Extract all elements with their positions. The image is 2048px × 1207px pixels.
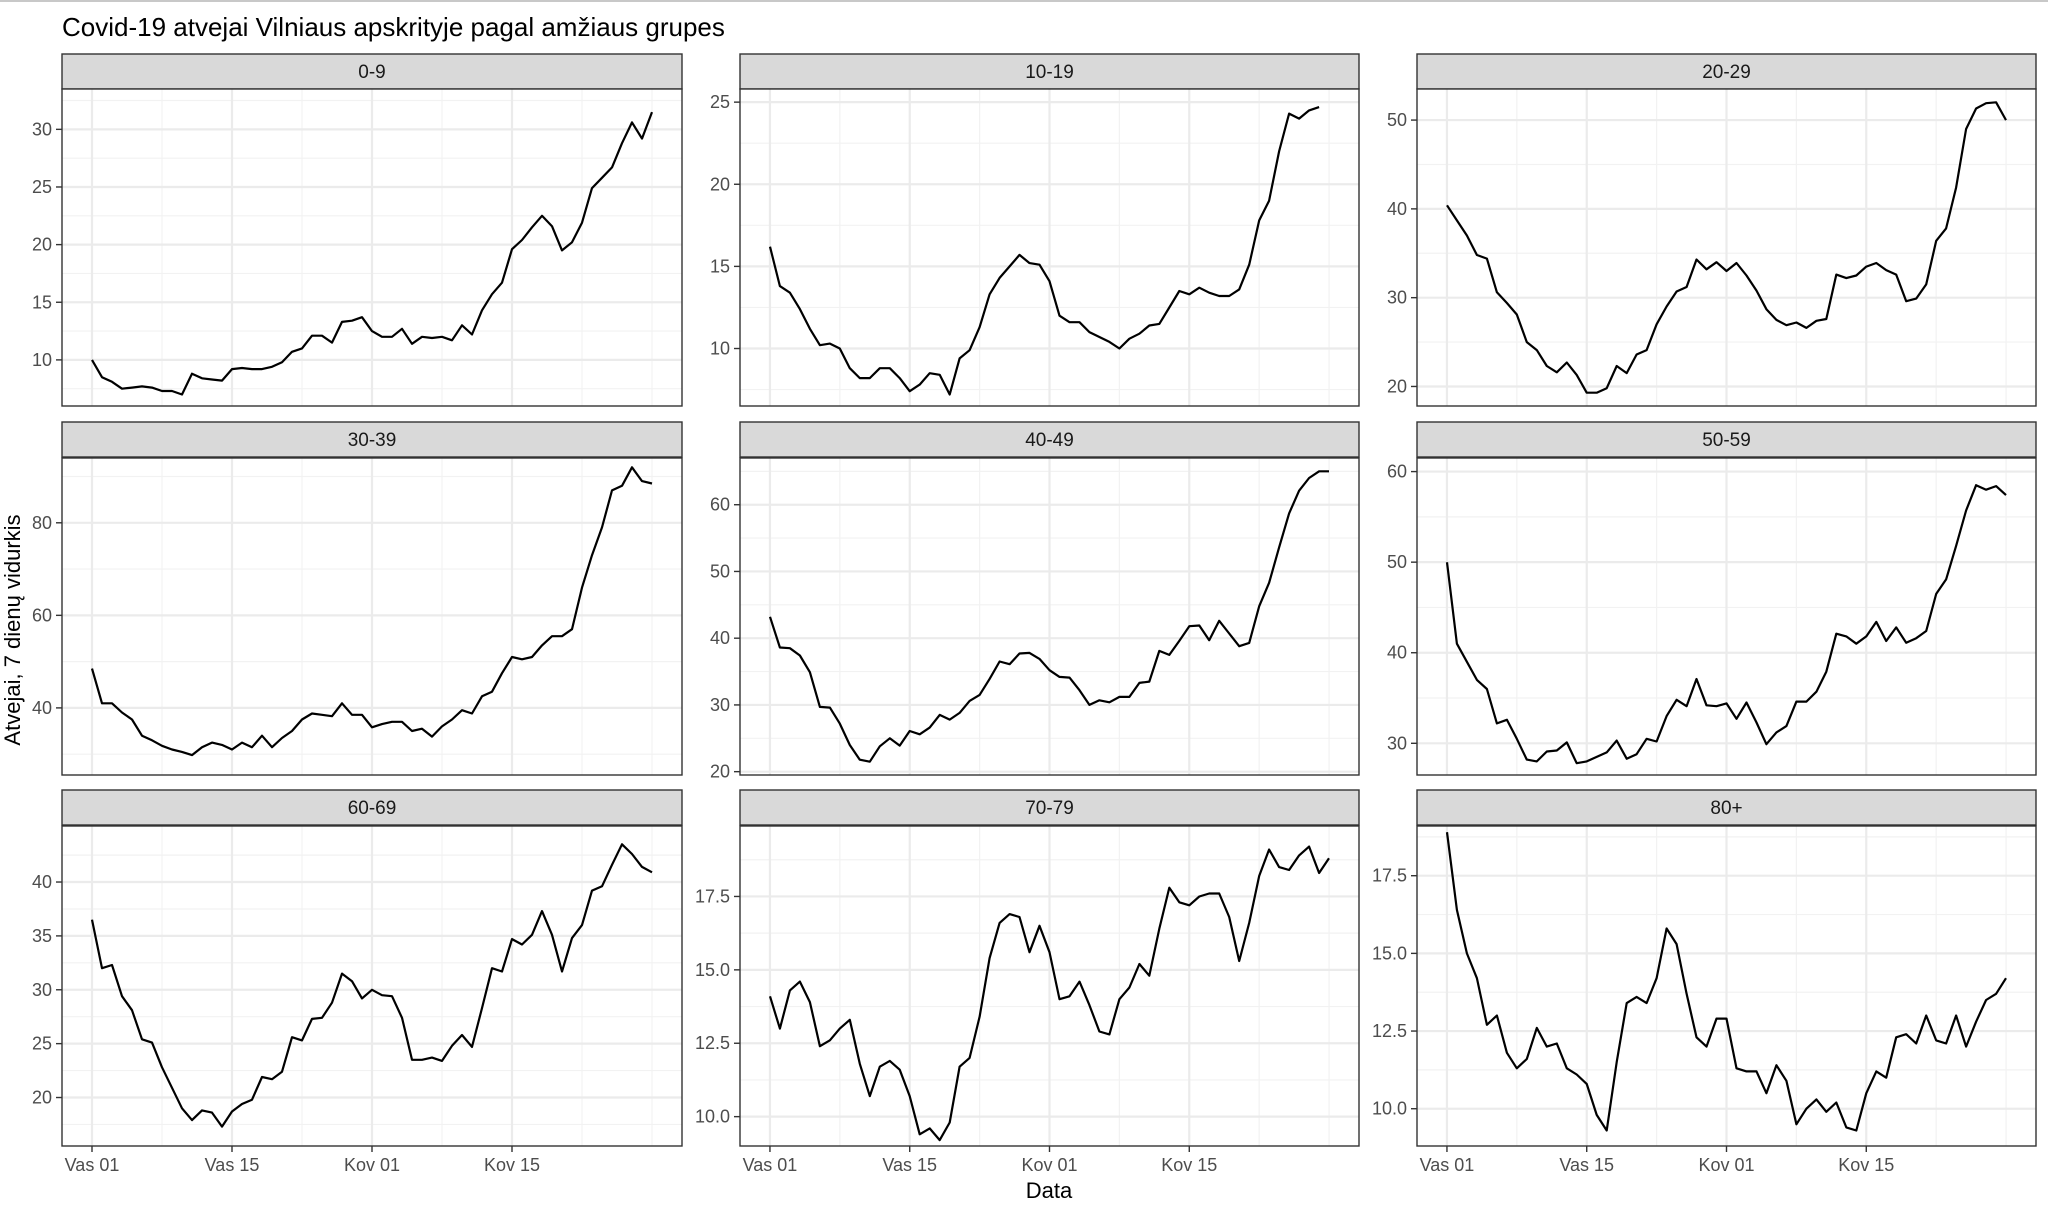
- x-tick-label: Kov 15: [484, 1155, 540, 1175]
- panel-border: [739, 88, 1360, 407]
- y-tick-label: 10: [32, 350, 52, 370]
- facet-strip: [739, 421, 1360, 458]
- y-tick-label: 40: [1387, 643, 1407, 663]
- panel-border: [61, 457, 683, 776]
- facet-panels: 0-9 10 15 20 25 30 10-19 10 15 20 25 20-29 20 30 40 50 3…: [32, 53, 2037, 1175]
- y-tick-label: 50: [1387, 552, 1407, 572]
- y-tick-label: 40: [710, 628, 730, 648]
- y-tick-label: 60: [710, 495, 730, 515]
- series-line: [1445, 484, 2007, 765]
- y-tick-label: 50: [710, 561, 730, 581]
- y-tick-label: 15: [710, 256, 730, 276]
- x-tick-label: Vas 15: [1559, 1155, 1614, 1175]
- y-tick-label: 25: [710, 92, 730, 112]
- y-tick-label: 50: [1387, 110, 1407, 130]
- series-line: [768, 845, 1330, 1142]
- y-tick-label: 12.5: [1372, 1021, 1407, 1041]
- facet-panel: 50-59 30 40 50 60: [1387, 421, 2037, 776]
- facet-strip: [1416, 789, 2037, 826]
- facet-strip: [61, 421, 683, 458]
- y-tick-label: 15: [32, 292, 52, 312]
- panel-border: [1416, 457, 2037, 776]
- y-tick-label: 60: [1387, 462, 1407, 482]
- y-tick-label: 30: [1387, 733, 1407, 753]
- y-tick-label: 20: [710, 762, 730, 782]
- x-tick-label: Kov 15: [1838, 1155, 1894, 1175]
- y-tick-label: 17.5: [1372, 866, 1407, 886]
- facet-panel: 20-29 20 30 40 50: [1387, 53, 2037, 407]
- facet-strip-label: 30-39: [348, 430, 397, 451]
- panel-border: [1416, 88, 2037, 407]
- y-tick-label: 30: [1387, 288, 1407, 308]
- y-tick-label: 80: [32, 513, 52, 533]
- facet-strip-label: 0-9: [358, 62, 385, 83]
- x-tick-label: Kov 01: [1021, 1155, 1077, 1175]
- facet-strip-label: 70-79: [1025, 798, 1074, 819]
- y-tick-label: 20: [32, 235, 52, 255]
- y-tick-label: 30: [32, 119, 52, 139]
- facet-strip: [739, 789, 1360, 826]
- y-tick-label: 15.0: [1372, 943, 1407, 963]
- series-line: [1445, 832, 2007, 1132]
- x-tick-label: Kov 01: [344, 1155, 400, 1175]
- y-tick-label: 10.0: [695, 1107, 730, 1127]
- facet-strip: [61, 789, 683, 826]
- facet-strip-label: 60-69: [348, 798, 397, 819]
- y-tick-label: 20: [1387, 376, 1407, 396]
- y-axis-title: Atvejai, 7 dienų vidurkis: [0, 514, 25, 745]
- chart-title: Covid-19 atvejai Vilniaus apskrityje pag…: [62, 12, 725, 42]
- x-tick-label: Vas 01: [65, 1155, 120, 1175]
- facet-panel: 80+ 10.0 12.5 15.0 17.5 Vas 01 Vas 15 Kov 01 Kov…: [1372, 789, 2037, 1175]
- y-tick-label: 10.0: [1372, 1099, 1407, 1119]
- facet-strip: [1416, 421, 2037, 458]
- y-tick-label: 25: [32, 177, 52, 197]
- facet-strip-label: 40-49: [1025, 430, 1074, 451]
- y-tick-label: 40: [32, 872, 52, 892]
- facet-strip-label: 20-29: [1702, 62, 1751, 83]
- x-tick-label: Kov 15: [1161, 1155, 1217, 1175]
- y-tick-label: 35: [32, 926, 52, 946]
- y-tick-label: 60: [32, 605, 52, 625]
- x-tick-label: Vas 15: [205, 1155, 260, 1175]
- series-line: [90, 466, 653, 757]
- y-tick-label: 30: [710, 695, 730, 715]
- facet-strip-label: 50-59: [1702, 430, 1751, 451]
- facet-panel: 0-9 10 15 20 25 30: [32, 53, 683, 407]
- y-tick-label: 40: [1387, 199, 1407, 219]
- facet-panel: 40-49 20 30 40 50 60: [710, 421, 1360, 782]
- facet-panel: 60-69 20 25 30 35 40 Vas 01 Vas 15 Kov 01 Kov 15: [32, 789, 683, 1175]
- facet-panel: 30-39 40 60 80: [32, 421, 683, 776]
- x-tick-label: Vas 01: [743, 1155, 798, 1175]
- facet-strip-label: 80+: [1710, 798, 1742, 819]
- y-tick-label: 10: [710, 339, 730, 359]
- y-tick-label: 15.0: [695, 960, 730, 980]
- series-line: [768, 106, 1320, 396]
- x-tick-label: Vas 01: [1420, 1155, 1475, 1175]
- facet-strip-label: 10-19: [1025, 62, 1074, 83]
- y-tick-label: 20: [710, 174, 730, 194]
- x-axis-title: Data: [1026, 1178, 1073, 1203]
- facet-strip: [739, 53, 1360, 90]
- series-line: [1446, 101, 2007, 394]
- y-tick-label: 25: [32, 1034, 52, 1054]
- series-line: [90, 843, 653, 1128]
- y-tick-label: 40: [32, 698, 52, 718]
- y-tick-label: 12.5: [695, 1033, 730, 1053]
- x-tick-label: Vas 15: [882, 1155, 937, 1175]
- y-tick-label: 17.5: [695, 886, 730, 906]
- y-tick-label: 30: [32, 980, 52, 1000]
- top-rule: [0, 0, 2048, 2]
- series-line: [91, 111, 654, 396]
- y-tick-label: 20: [32, 1088, 52, 1108]
- facet-strip: [1416, 53, 2037, 90]
- facet-panel: 10-19 10 15 20 25: [710, 53, 1360, 407]
- panel-border: [61, 88, 683, 407]
- x-tick-label: Kov 01: [1698, 1155, 1754, 1175]
- facet-panel: 70-79 10.0 12.5 15.0 17.5 Vas 01 Vas 15 Kov 01 K…: [695, 789, 1360, 1175]
- panel-border: [739, 457, 1360, 776]
- series-line: [768, 470, 1329, 763]
